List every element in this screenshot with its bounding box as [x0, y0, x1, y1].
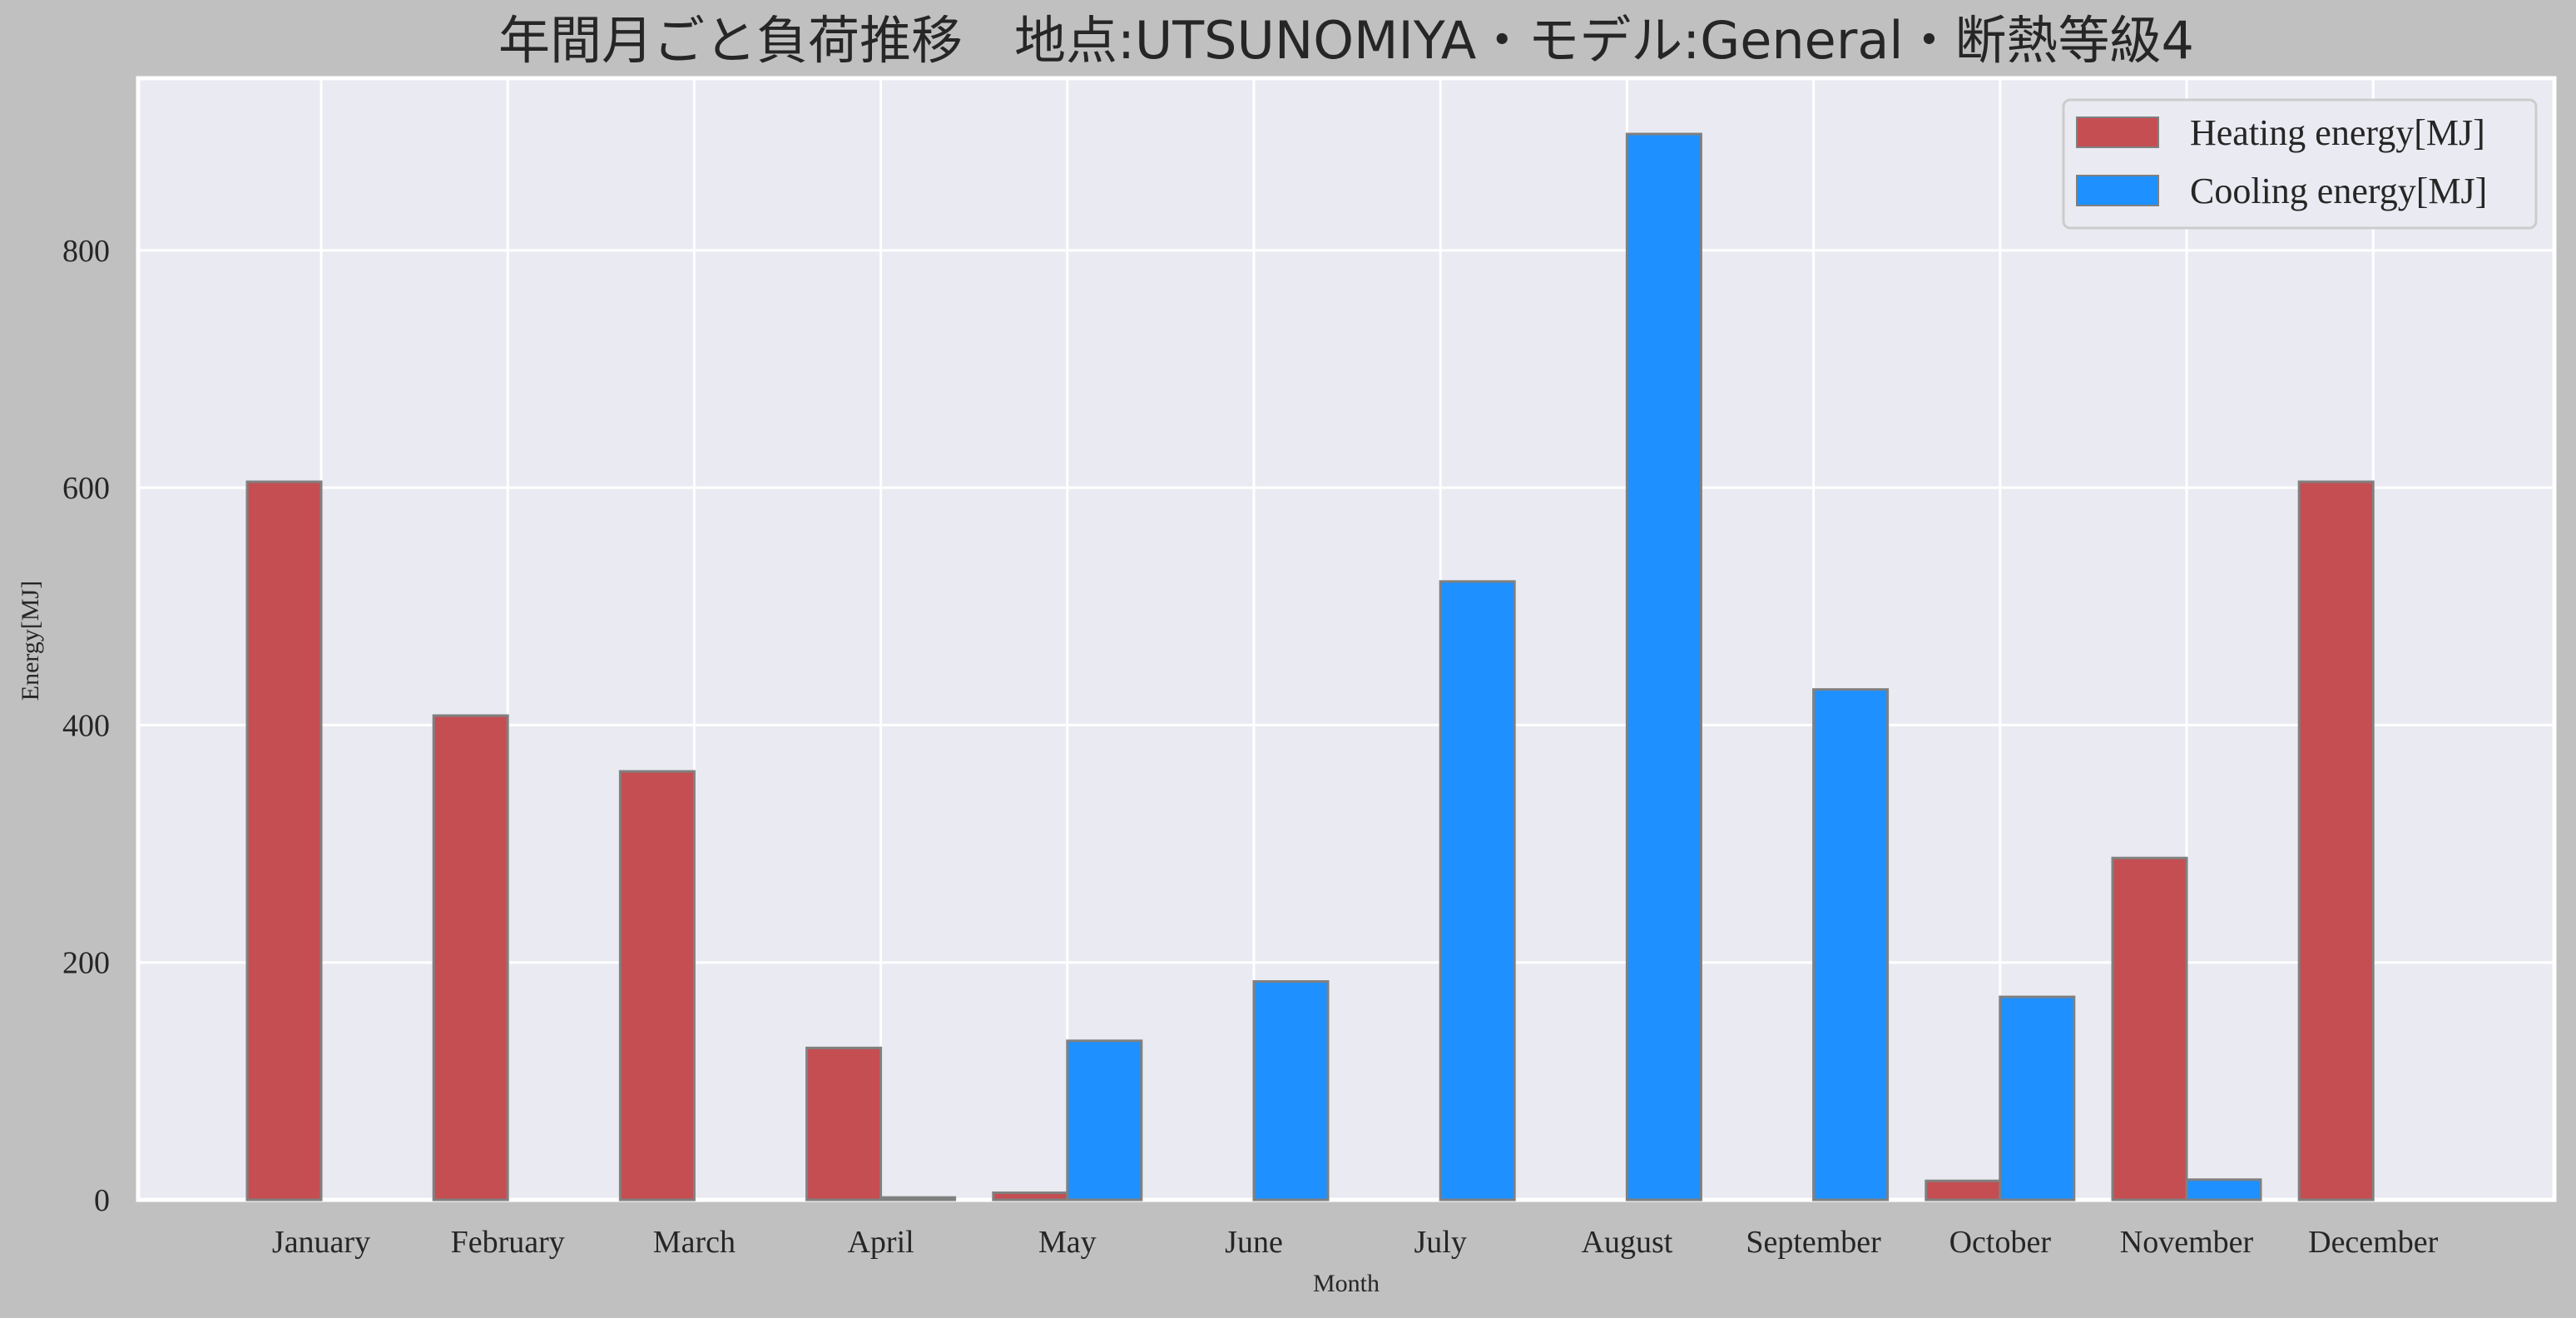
bar-heating — [993, 1192, 1068, 1200]
y-tick-label: 400 — [62, 708, 110, 743]
bar-cooling — [2000, 997, 2074, 1200]
legend-swatch-cooling — [2077, 176, 2158, 206]
legend-label-heating: Heating energy[MJ] — [2190, 112, 2485, 153]
bar-cooling — [1814, 690, 1888, 1200]
x-axis-label: Month — [1313, 1270, 1380, 1297]
x-tick-label: February — [451, 1225, 565, 1260]
legend-label-cooling: Cooling energy[MJ] — [2190, 171, 2487, 211]
x-tick-label: June — [1225, 1225, 1283, 1260]
chart-title: 年間月ごと負荷推移 地点:UTSUNOMIYA・モデル:General・断熱等級… — [498, 10, 2194, 71]
bar-cooling — [881, 1197, 955, 1200]
y-tick-labels: 0 200 400 600 800 — [62, 234, 110, 1218]
bar-cooling — [1068, 1041, 1142, 1200]
x-tick-label: August — [1582, 1225, 1673, 1260]
y-tick-label: 600 — [62, 471, 110, 506]
y-axis-label: Energy[MJ] — [17, 581, 44, 701]
x-tick-label: October — [1949, 1225, 2052, 1260]
x-tick-label: March — [653, 1225, 736, 1260]
bar-heating — [2113, 858, 2187, 1200]
bar-heating — [807, 1048, 881, 1200]
x-tick-label: September — [1746, 1225, 1881, 1260]
x-tick-label: January — [272, 1225, 370, 1260]
bar-heating — [433, 716, 508, 1200]
x-tick-label: May — [1038, 1225, 1097, 1260]
bar-heating — [2299, 482, 2373, 1200]
x-tick-label: July — [1414, 1225, 1467, 1260]
bar-cooling — [2187, 1180, 2261, 1200]
x-tick-label: April — [847, 1225, 914, 1260]
bar-heating — [247, 482, 321, 1200]
x-tick-label: November — [2120, 1225, 2254, 1260]
bar-cooling — [1627, 134, 1701, 1200]
bar-heating — [1926, 1181, 2000, 1200]
x-tick-labels: January February March April May June July Augu… — [272, 1225, 2439, 1260]
legend-swatch-heating — [2077, 117, 2158, 147]
x-tick-label: December — [2308, 1225, 2438, 1260]
legend: Heating energy[MJ] Cooling energy[MJ] — [2063, 100, 2536, 228]
y-tick-label: 200 — [62, 946, 110, 981]
y-tick-label: 800 — [62, 234, 110, 269]
bar-cooling — [1254, 982, 1328, 1200]
bar-heating — [620, 771, 694, 1200]
bar-cooling — [1440, 582, 1514, 1200]
y-tick-label: 0 — [94, 1183, 110, 1218]
